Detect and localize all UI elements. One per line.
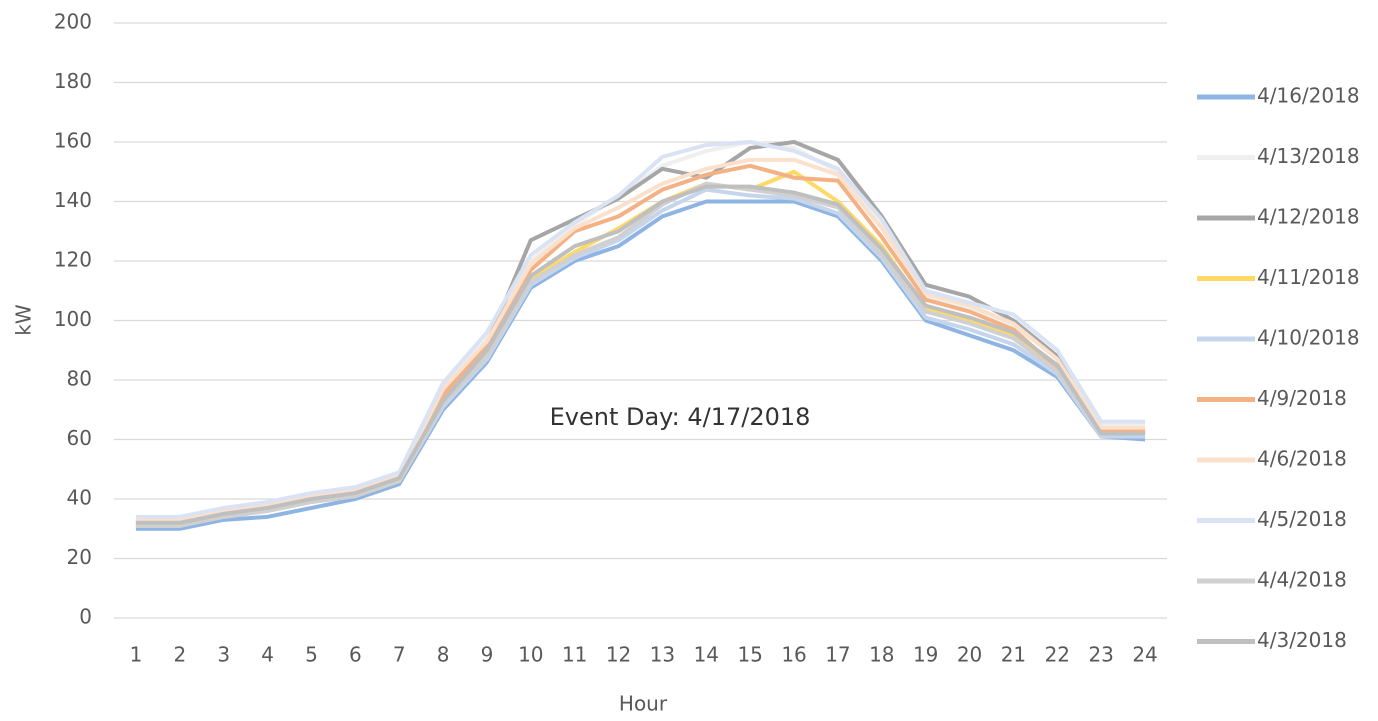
x-tick-label: 13 xyxy=(650,643,675,667)
series-line xyxy=(135,157,1146,522)
y-tick-label: 120 xyxy=(54,248,92,272)
legend-label: 4/5/2018 xyxy=(1257,507,1347,531)
x-tick-label: 11 xyxy=(562,643,587,667)
y-tick-label: 80 xyxy=(67,367,92,391)
x-tick-label: 16 xyxy=(781,643,806,667)
x-tick-label: 15 xyxy=(737,643,762,667)
y-tick-label: 200 xyxy=(54,10,92,34)
x-tick-label: 24 xyxy=(1132,643,1157,667)
legend-label: 4/11/2018 xyxy=(1257,265,1360,289)
x-tick-label: 3 xyxy=(217,643,230,667)
y-tick-label: 40 xyxy=(67,486,92,510)
legend-label: 4/4/2018 xyxy=(1257,568,1347,592)
x-tick-label: 9 xyxy=(481,643,494,667)
x-tick-label: 19 xyxy=(913,643,938,667)
y-tick-label: 100 xyxy=(54,307,92,331)
y-tick-label: 140 xyxy=(54,188,92,212)
legend-label: 4/10/2018 xyxy=(1257,326,1360,350)
series-line xyxy=(135,199,1146,531)
x-tick-label: 22 xyxy=(1045,643,1070,667)
x-tick-label: 8 xyxy=(437,643,450,667)
x-tick-label: 14 xyxy=(694,643,719,667)
y-tick-label: 180 xyxy=(54,69,92,93)
legend-label: 4/16/2018 xyxy=(1257,84,1360,108)
x-axis-label: Hour xyxy=(619,692,668,716)
series-line xyxy=(135,181,1146,528)
legend-label: 4/13/2018 xyxy=(1257,144,1360,168)
series-line xyxy=(135,140,1146,519)
x-tick-label: 10 xyxy=(518,643,543,667)
y-tick-label: 20 xyxy=(67,545,92,569)
x-tick-label: 12 xyxy=(606,643,631,667)
annotation: Event Day: 4/17/2018 xyxy=(550,403,811,431)
legend-label: 4/3/2018 xyxy=(1257,628,1347,652)
legend-label: 4/12/2018 xyxy=(1257,205,1360,229)
y-axis-label: kW xyxy=(12,304,36,336)
x-tick-label: 2 xyxy=(173,643,186,667)
x-tick-label: 18 xyxy=(869,643,894,667)
x-tick-label: 4 xyxy=(261,643,274,667)
x-tick-label: 23 xyxy=(1088,643,1113,667)
x-tick-label: 20 xyxy=(957,643,982,667)
y-tick-label: 160 xyxy=(54,129,92,153)
series-line xyxy=(135,184,1146,525)
legend-label: 4/6/2018 xyxy=(1257,447,1347,471)
x-tick-label: 17 xyxy=(825,643,850,667)
x-tick-label: 1 xyxy=(130,643,143,667)
x-tick-label: 5 xyxy=(305,643,318,667)
series-line xyxy=(135,187,1146,528)
x-tick-label: 21 xyxy=(1001,643,1026,667)
legend-label: 4/9/2018 xyxy=(1257,386,1347,410)
y-tick-label: 0 xyxy=(79,605,92,629)
x-tick-label: 7 xyxy=(393,643,406,667)
y-tick-label: 60 xyxy=(67,426,92,450)
x-tick-label: 6 xyxy=(349,643,362,667)
